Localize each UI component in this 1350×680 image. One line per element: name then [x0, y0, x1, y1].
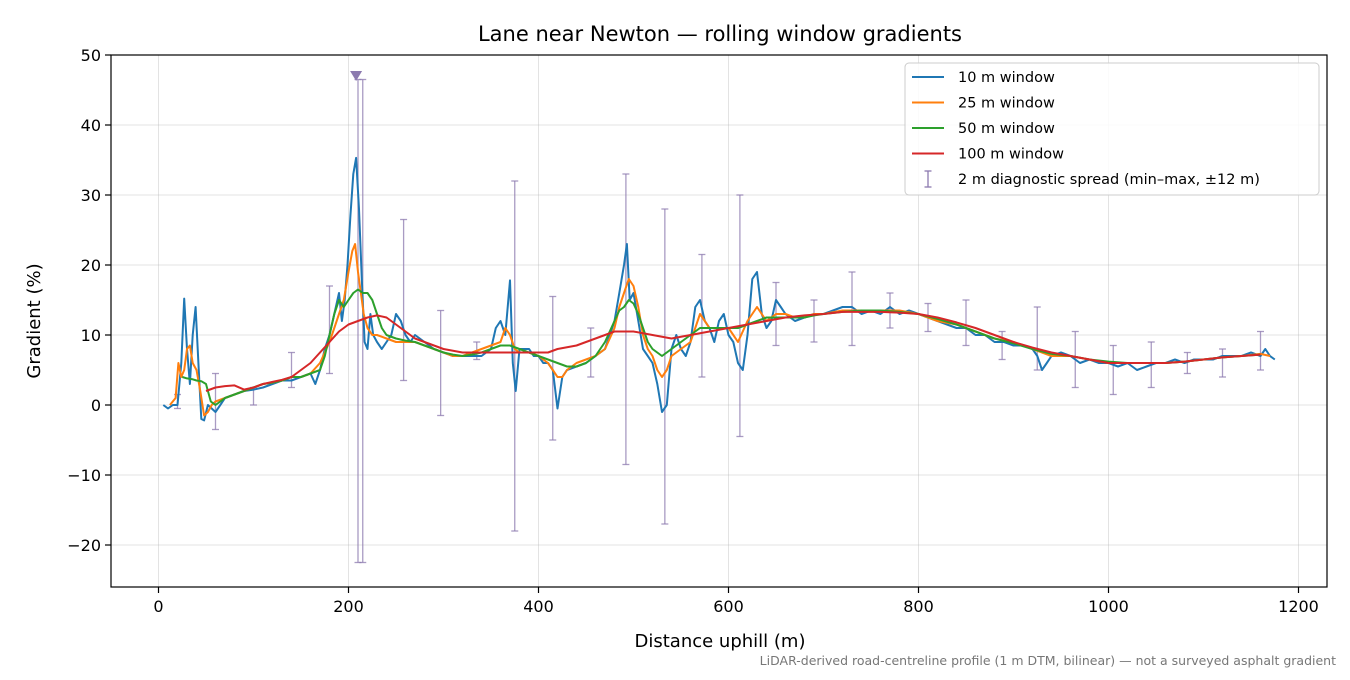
y-tick-label: 40 — [81, 116, 101, 135]
x-tick-label: 400 — [523, 597, 554, 616]
y-tick-label: −20 — [67, 536, 101, 555]
y-tick-label: 0 — [91, 396, 101, 415]
legend-box — [904, 62, 1320, 196]
spread-bar — [848, 271, 856, 347]
x-axis-ticks: 0 200 400 600 800 1000 1200 — [153, 587, 1319, 616]
x-tick-label: 600 — [713, 597, 744, 616]
legend-entry: 25 m window — [912, 96, 1055, 112]
y-tick-label: −10 — [67, 466, 101, 485]
x-tick-label: 1000 — [1088, 597, 1129, 616]
x-tick-label: 1200 — [1278, 597, 1319, 616]
y-tick-label: 20 — [81, 256, 101, 275]
x-axis-label: Distance uphill (m) — [635, 631, 806, 652]
legend-label: 10 m window — [958, 70, 1055, 86]
series-line-3 — [182, 288, 1261, 406]
legend-entry: 2 m diagnostic spread (min–max, ±12 m) — [924, 170, 1260, 188]
legend-entry: 10 m window — [912, 70, 1055, 86]
legend-entry: 100 m window — [912, 147, 1064, 163]
spread-bar — [622, 173, 630, 466]
series-line-4 — [205, 310, 1261, 392]
legend-label: 2 m diagnostic spread (min–max, ±12 m) — [958, 172, 1260, 188]
legend-entry: 50 m window — [912, 121, 1055, 137]
spread-bar — [1219, 348, 1226, 378]
spread-bar — [511, 180, 519, 532]
spread-bar — [1109, 344, 1117, 396]
spread-bar — [400, 218, 408, 382]
legend-label: 50 m window — [958, 121, 1055, 137]
spread-bar — [1257, 330, 1264, 371]
spread-bar — [288, 351, 295, 389]
series-lines — [162, 156, 1276, 422]
chart-legend: 10 m window 25 m window 50 m window 100 m w… — [904, 62, 1320, 196]
legend-label: 100 m window — [958, 147, 1064, 163]
spread-bar — [810, 299, 818, 343]
y-axis-ticks: −20 −10 0 10 20 30 40 50 — [67, 46, 111, 555]
spread-bar — [998, 330, 1006, 361]
clipped-value-marker — [350, 71, 363, 81]
y-tick-label: 50 — [81, 46, 101, 65]
chart-title: Lane near Newton — rolling window gradie… — [478, 22, 962, 46]
y-axis-label: Gradient (%) — [24, 263, 45, 378]
chart-footnote: LiDAR-derived road-centreline profile (1… — [760, 653, 1336, 668]
spread-bar — [1033, 306, 1041, 371]
x-tick-label: 200 — [333, 597, 364, 616]
plot-frame — [110, 54, 1328, 588]
y-tick-label: 30 — [81, 186, 101, 205]
clipped-markers — [350, 71, 363, 81]
spread-bar — [962, 299, 970, 347]
spread-bar — [326, 285, 333, 375]
spread-bar — [587, 327, 595, 378]
legend-label: 25 m window — [958, 96, 1055, 112]
x-tick-label: 800 — [903, 597, 934, 616]
spread-bar — [661, 208, 669, 525]
x-tick-label: 0 — [153, 597, 163, 616]
spread-bar — [437, 309, 445, 417]
spread-bar — [736, 194, 744, 438]
y-tick-label: 10 — [81, 326, 101, 345]
